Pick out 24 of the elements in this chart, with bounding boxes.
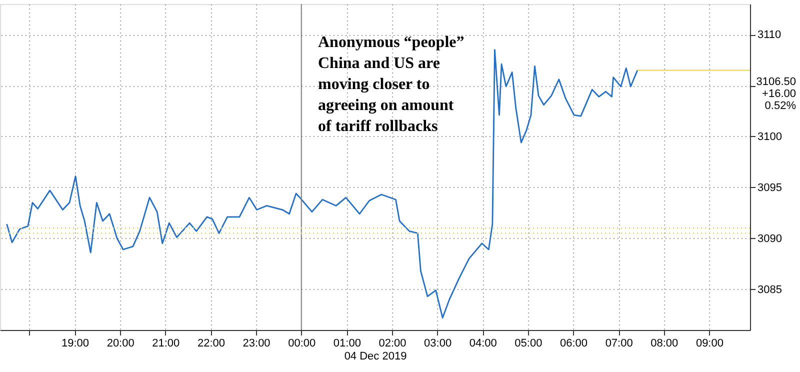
y-tick-label: 3090 xyxy=(758,232,782,245)
x-tick-label: 02:00 xyxy=(378,338,406,350)
x-tick-label: 22:00 xyxy=(197,338,225,350)
x-tick-label: 09:00 xyxy=(696,338,724,350)
annotation: Anonymous “people” China and US are moving closer to agreeing on amount of tariff rollbacks xyxy=(318,34,464,135)
x-tick-label: 03:00 xyxy=(424,338,452,350)
line-series xyxy=(6,49,638,318)
y-tick-label: 3085 xyxy=(758,284,782,296)
x-tick-label: 04:00 xyxy=(469,338,497,350)
x-tick-label: 06:00 xyxy=(560,338,588,350)
y-tick-label: 3110 xyxy=(758,29,782,42)
x-tick-label: 21:00 xyxy=(152,338,180,350)
x-tick-label: 01:00 xyxy=(333,338,361,350)
y-tick-label: 3100 xyxy=(758,130,782,143)
x-tick-label: 20:00 xyxy=(106,338,134,350)
x-tick-label: 07:00 xyxy=(605,338,633,350)
x-tick-label: 00:00 xyxy=(288,338,316,350)
x-tick-label: 05:00 xyxy=(514,338,542,350)
x-axis-title: 04 Dec 2019 xyxy=(344,350,407,362)
y-tick-label: 3095 xyxy=(758,182,782,194)
x-tick-label: 08:00 xyxy=(650,338,678,350)
x-tick-label: 19:00 xyxy=(62,338,90,350)
ref-line-label: 3106.50 +16.00 0.52% xyxy=(756,76,796,112)
x-tick-label: 23:00 xyxy=(242,338,270,350)
